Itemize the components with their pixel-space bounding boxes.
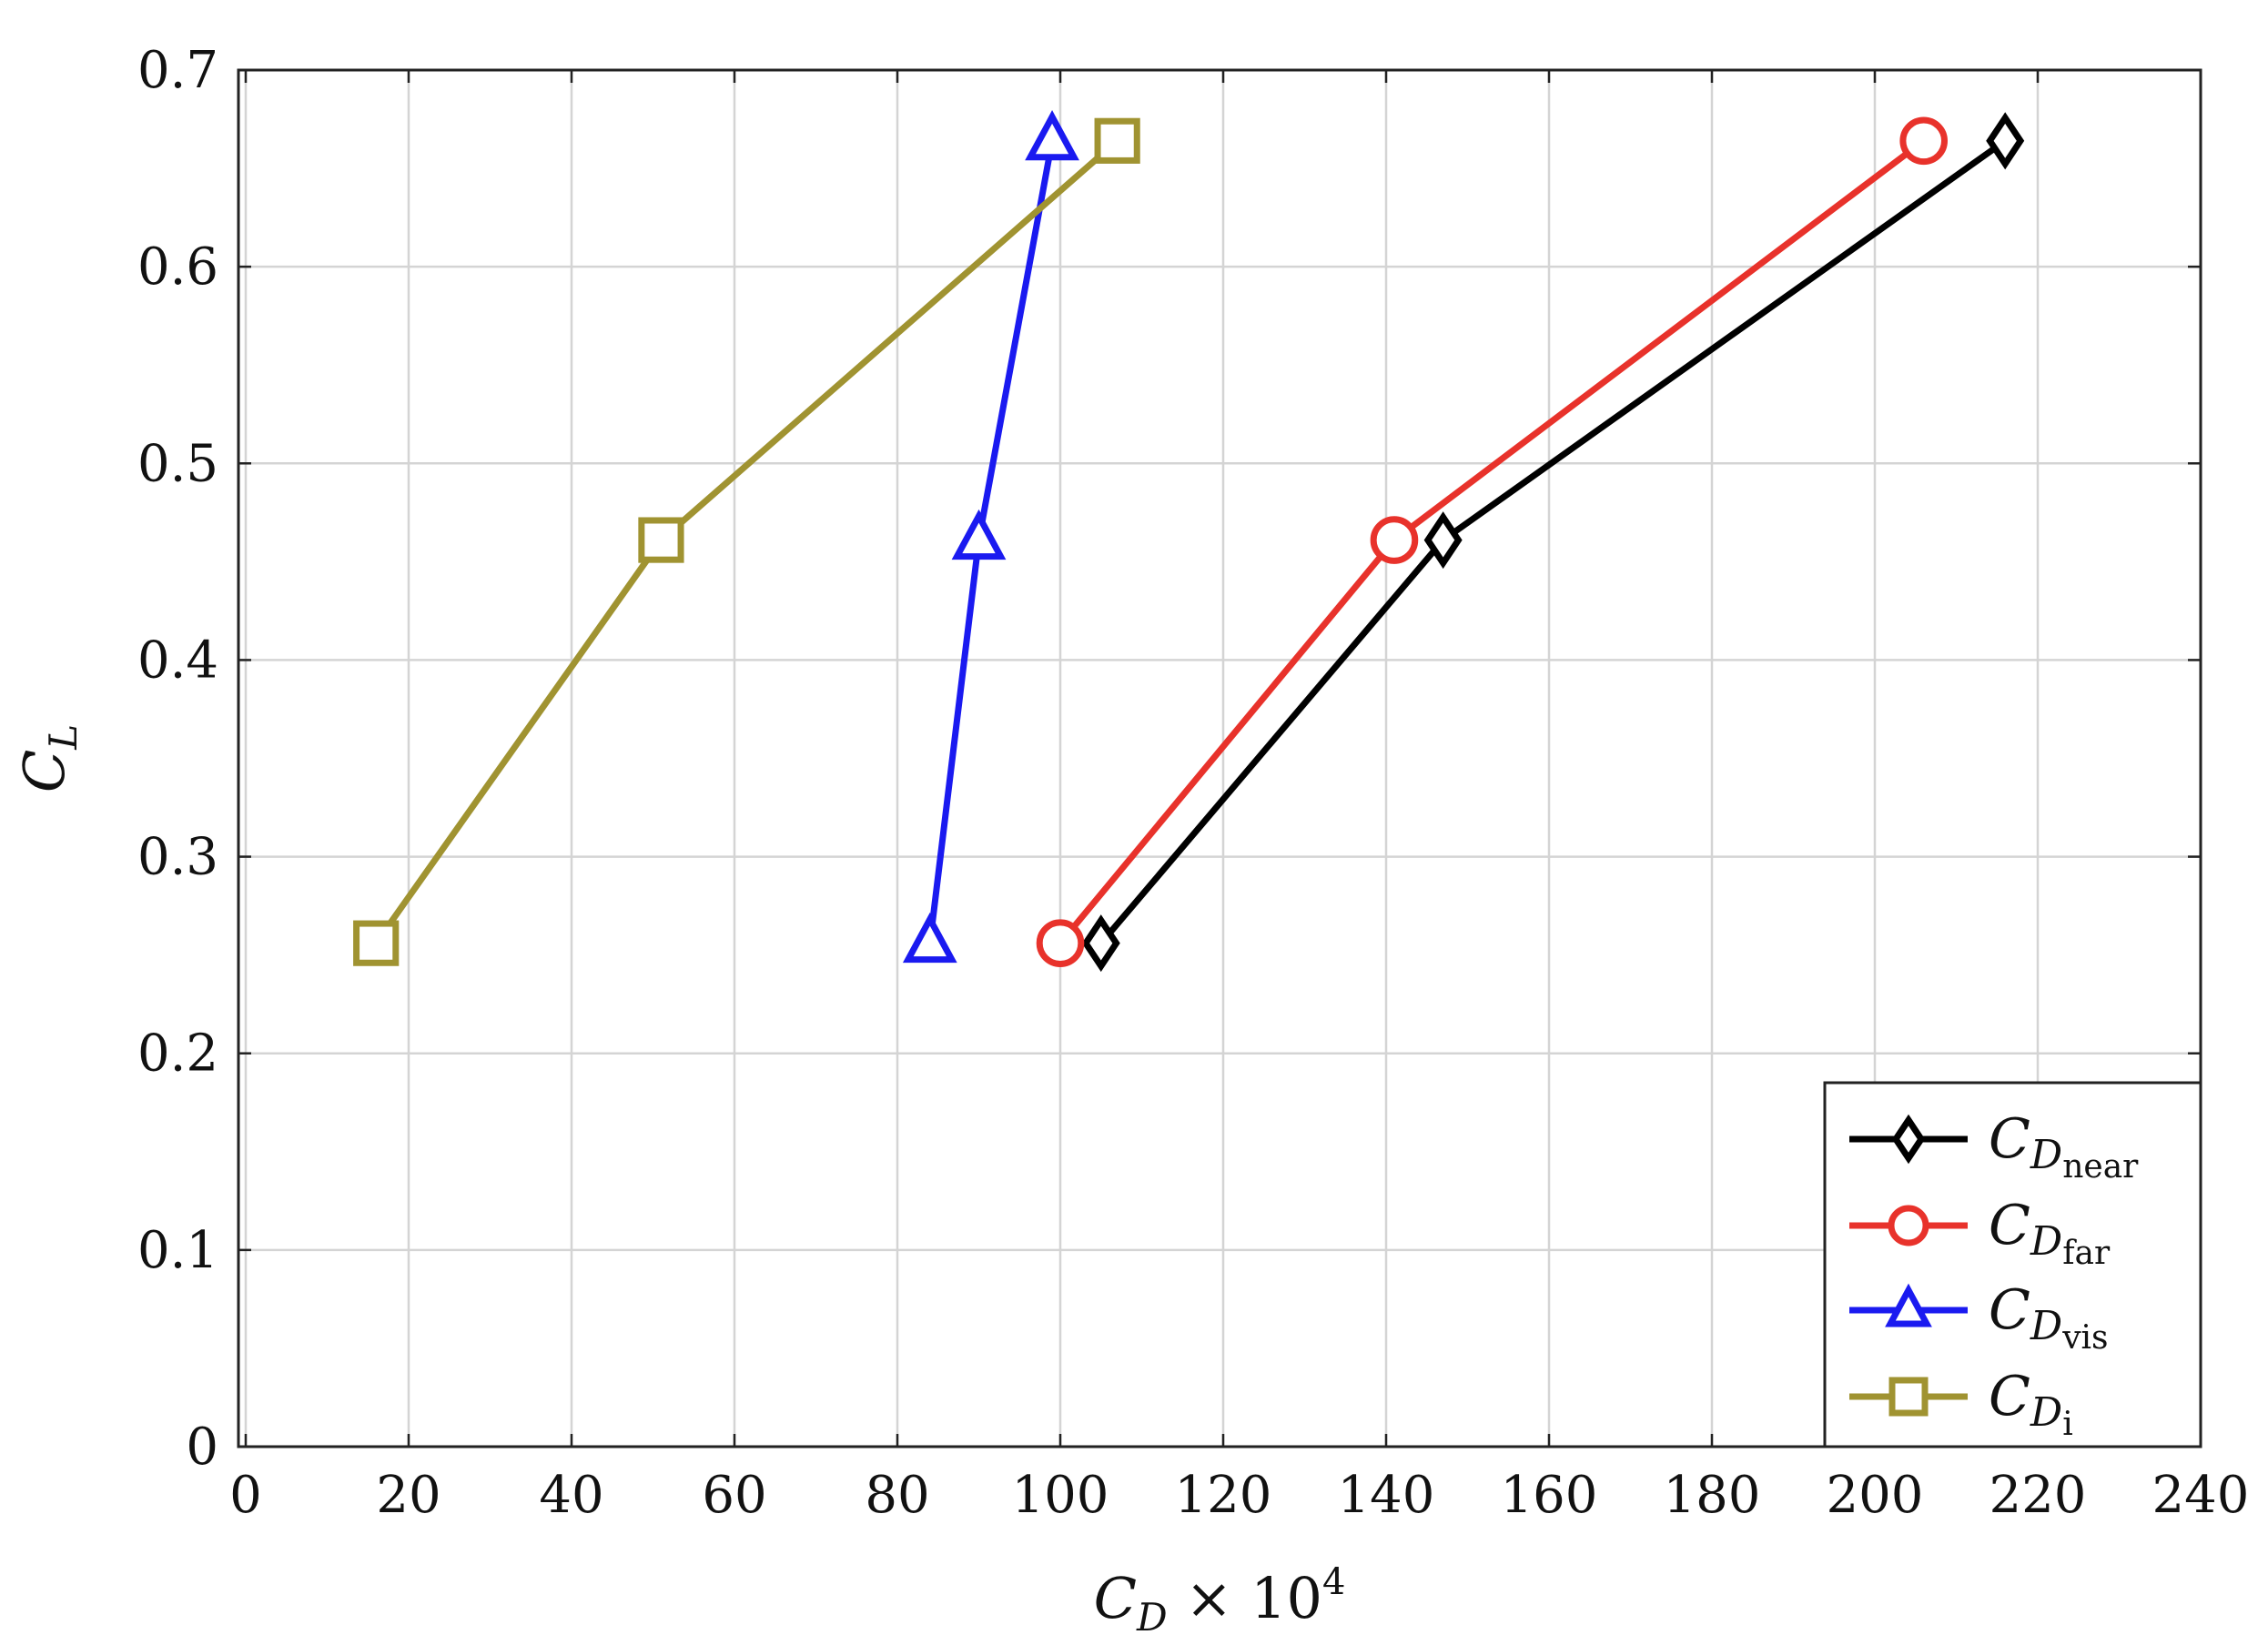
legend-label-main: C — [1989, 1194, 2030, 1257]
y-tick-label: 0.1 — [137, 1221, 218, 1280]
series-layer — [353, 110, 2025, 973]
marker-square — [353, 920, 400, 966]
marker-triangle — [902, 912, 957, 964]
marker-triangle — [951, 509, 1007, 560]
legend-label-main: C — [1989, 1365, 2030, 1428]
x-tick-label: 220 — [1990, 1466, 2087, 1525]
y-tick-label: 0 — [186, 1418, 218, 1477]
x-axis-label-sup: 4 — [1322, 1561, 1345, 1603]
x-tick-label: 200 — [1827, 1466, 1924, 1525]
legend-label-subsub: i — [2062, 1406, 2073, 1443]
x-tick-label: 180 — [1664, 1466, 1761, 1525]
series-line — [373, 138, 1119, 945]
legend-label-sub: D — [2030, 1389, 2062, 1436]
legend-label-subsub: far — [2062, 1235, 2111, 1272]
x-axis-label-suffix: × 10 — [1168, 1565, 1322, 1631]
x-tick-label: 20 — [376, 1466, 440, 1525]
y-tick-label: 0.5 — [137, 434, 218, 493]
x-tick-label: 160 — [1501, 1466, 1598, 1525]
legend-item: CDnear — [1849, 1107, 2139, 1186]
marker-circle — [1888, 1205, 1929, 1246]
marker-triangle — [1885, 1283, 1932, 1327]
marker-triangle — [1025, 110, 1079, 161]
legend-label-subsub: vis — [2061, 1319, 2108, 1357]
marker-circle — [1899, 116, 1948, 166]
y-ticks: 0 0.1 0.2 0.3 0.4 0.5 0.6 0.7 — [137, 41, 2201, 1477]
x-tick-label: 0 — [229, 1466, 262, 1525]
x-tick-label: 240 — [2152, 1466, 2250, 1525]
legend-label-main: C — [1989, 1107, 2030, 1171]
marker-diamond — [1986, 112, 2025, 170]
y-tick-label: 0.3 — [137, 828, 218, 887]
series-circle — [1036, 116, 1948, 967]
marker-square — [1888, 1377, 1929, 1417]
marker-circle — [1036, 919, 1085, 967]
x-axis-label-sub: D — [1136, 1595, 1168, 1640]
series-line — [1099, 137, 2008, 945]
marker-diamond — [1081, 914, 1120, 973]
y-axis-label-group: CL — [11, 724, 86, 792]
x-ticks: 0 20 40 60 80 100 120 140 160 180 200 220 240 — [229, 70, 2249, 1525]
plot-frame — [237, 68, 2202, 1448]
legend-item: CDfar — [1849, 1194, 2111, 1272]
legend-label: CDfar — [1989, 1194, 2111, 1272]
x-tick-label: 40 — [539, 1466, 603, 1525]
y-tick-label: 0.2 — [137, 1024, 218, 1084]
legend-item: CDvis — [1849, 1278, 2109, 1357]
x-tick-label: 140 — [1338, 1466, 1435, 1525]
legend-item: CDi — [1849, 1365, 2073, 1443]
series-square — [353, 117, 1140, 966]
legend-label: CDi — [1989, 1365, 2073, 1443]
y-axis-label-sub: L — [41, 724, 86, 751]
y-tick-label: 0.4 — [137, 631, 218, 690]
marker-square — [638, 517, 684, 563]
x-tick-label: 80 — [865, 1466, 929, 1525]
y-axis-label-main: C — [11, 750, 77, 792]
marker-diamond — [1891, 1114, 1926, 1165]
marker-diamond — [1423, 511, 1463, 570]
legend-label: CDvis — [1989, 1278, 2109, 1357]
marker-square — [1094, 117, 1140, 164]
legend-label-sub: D — [2030, 1303, 2062, 1349]
series-line — [1058, 138, 1926, 945]
legend-box — [1823, 1081, 2202, 1448]
y-tick-label: 0.6 — [137, 237, 218, 297]
x-axis-label: CD × 104 — [1094, 1561, 1346, 1640]
marker-circle — [1370, 516, 1419, 564]
x-axis-label-main: C — [1094, 1565, 1137, 1631]
legend-label: CDnear — [1989, 1107, 2139, 1186]
y-tick-label: 0.7 — [137, 41, 218, 100]
series-triangle — [902, 110, 1079, 964]
legend-label-sub: D — [2030, 1132, 2062, 1178]
legend-label-main: C — [1989, 1278, 2030, 1342]
x-tick-label: 100 — [1012, 1466, 1109, 1525]
y-axis-label: CL — [11, 724, 86, 792]
series-diamond — [1081, 112, 2025, 973]
x-tick-label: 120 — [1175, 1466, 1272, 1525]
x-tick-label: 60 — [702, 1466, 766, 1525]
legend-label-subsub: near — [2062, 1148, 2139, 1186]
legend-label-sub: D — [2030, 1218, 2062, 1265]
